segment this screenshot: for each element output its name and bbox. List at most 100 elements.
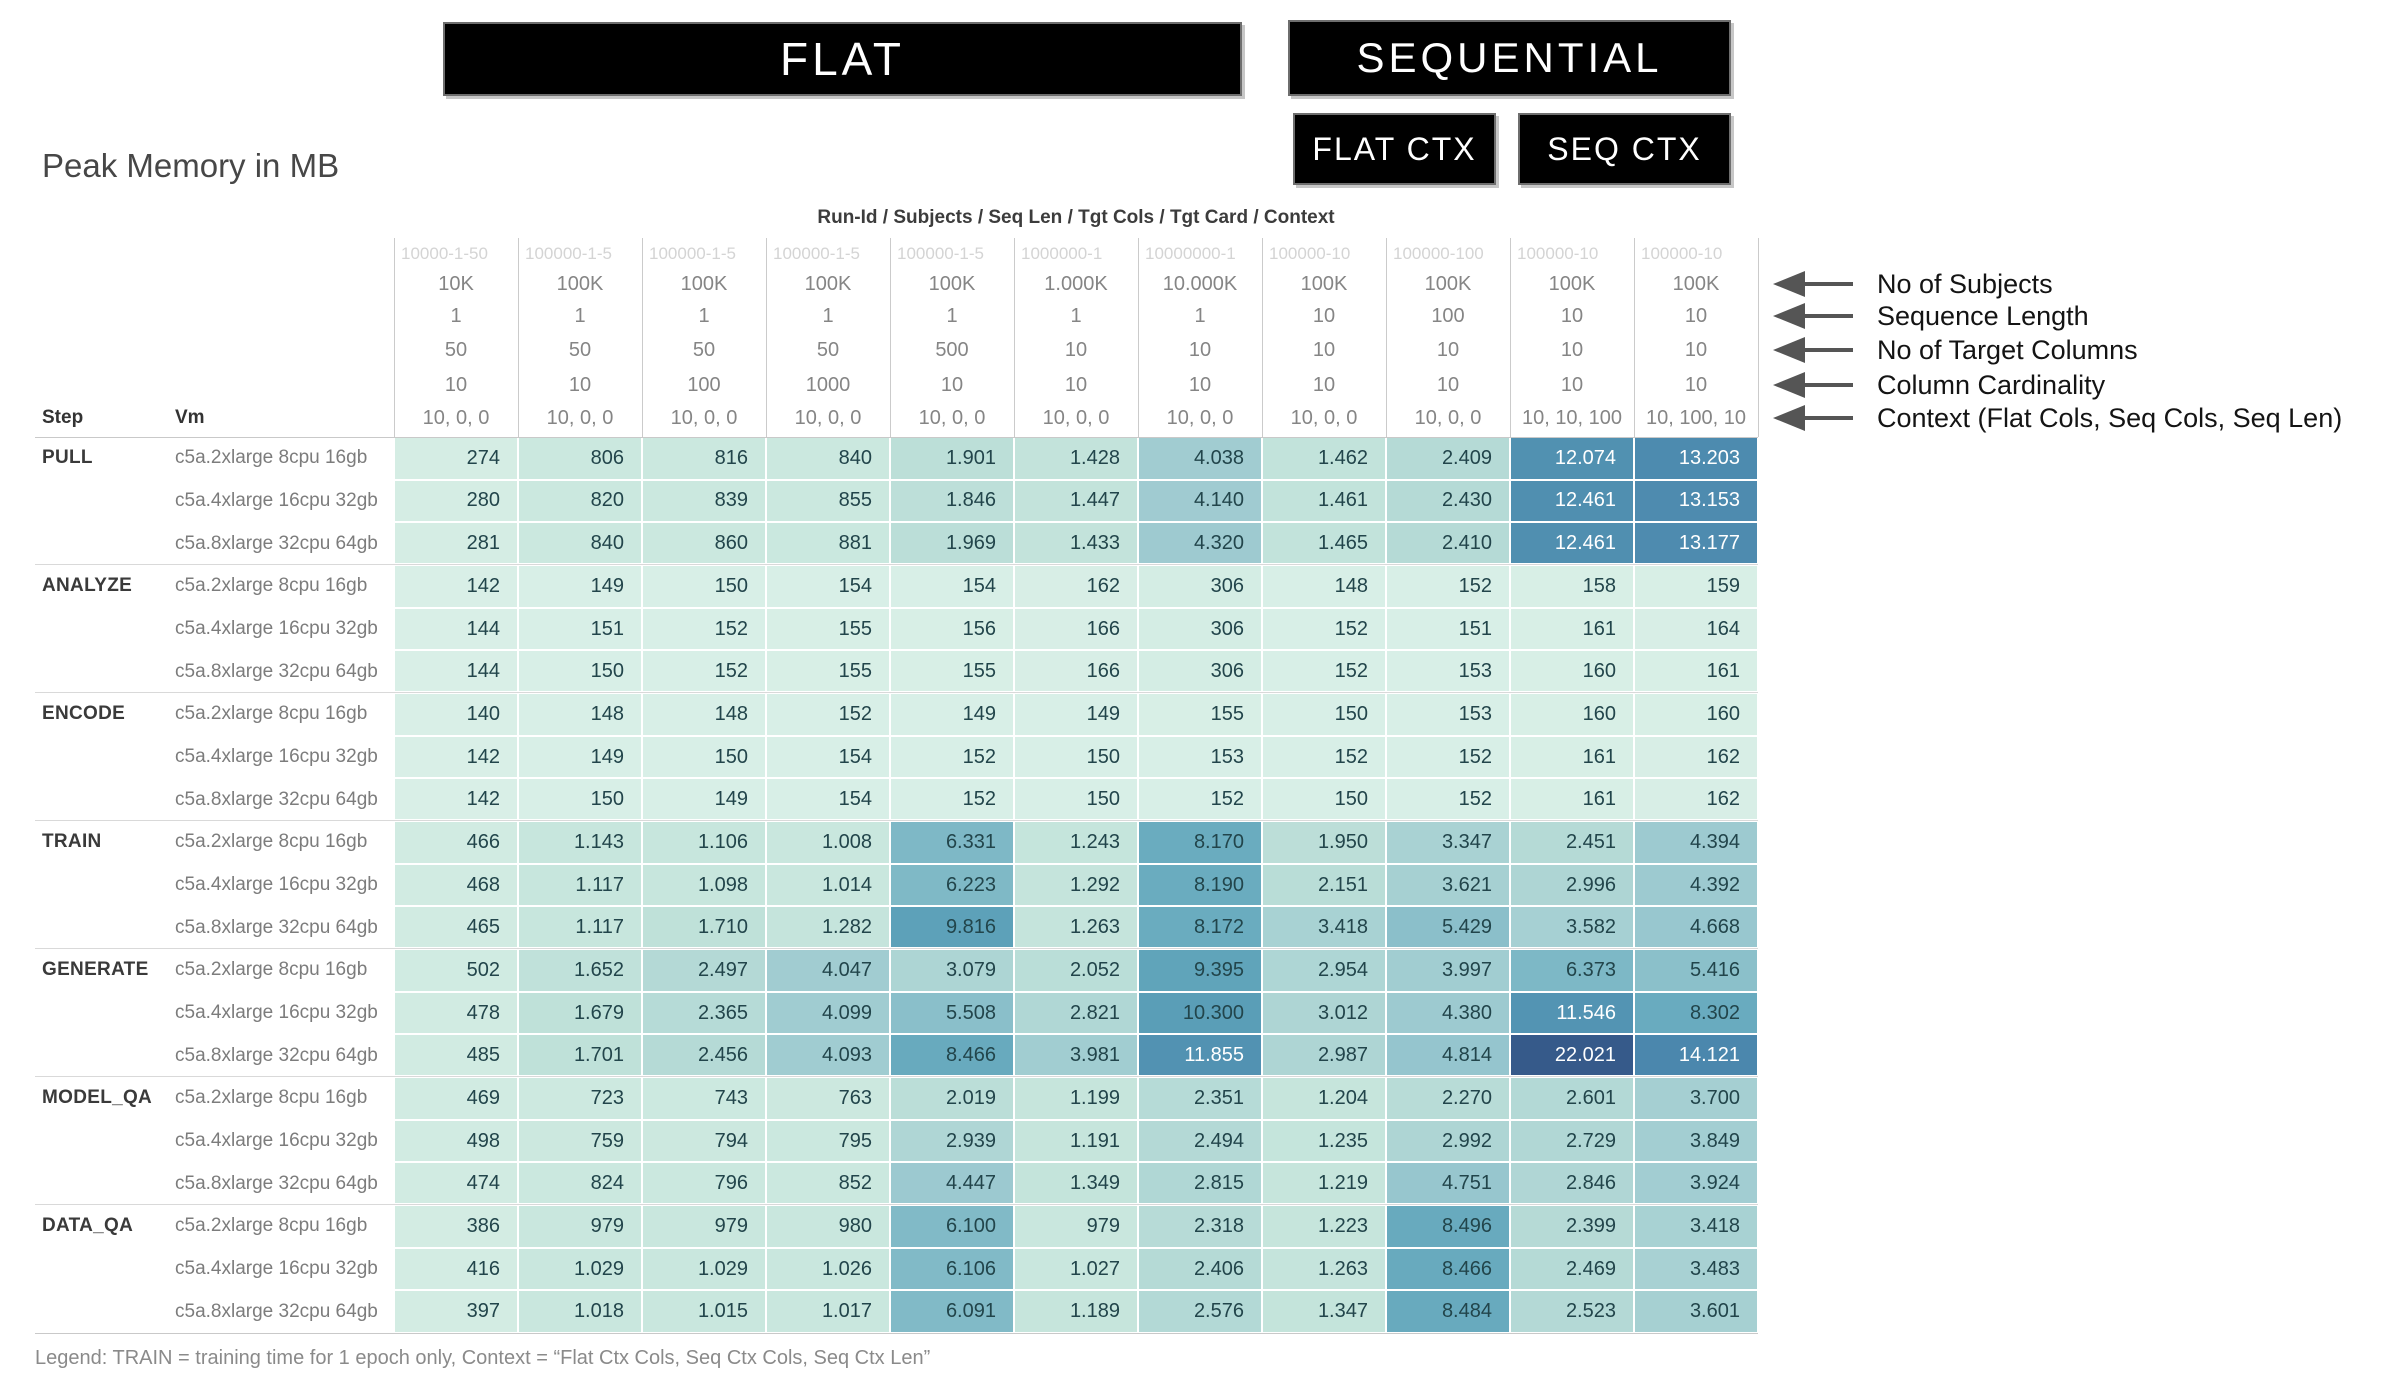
tgt_cols-value[interactable]: 10 (1436, 339, 1460, 361)
heatmap-cell[interactable]: 142 (395, 566, 517, 607)
heatmap-cell[interactable]: 13.153 (1635, 480, 1757, 522)
heatmap-cell[interactable]: 881 (767, 523, 889, 564)
heatmap-cell[interactable]: 152 (1263, 736, 1385, 778)
heatmap-cell[interactable]: 1.204 (1263, 1078, 1385, 1119)
vm-label[interactable]: c5a.4xlarge 16cpu 32gb (175, 1258, 378, 1280)
heatmap-cell[interactable]: 743 (643, 1078, 765, 1119)
seq_len-value[interactable]: 10 (1684, 305, 1708, 327)
step-label[interactable]: GENERATE (42, 959, 149, 981)
heatmap-cell[interactable]: 2.987 (1263, 1035, 1385, 1077)
heatmap-cell[interactable]: 1.143 (519, 822, 641, 863)
heatmap-cell[interactable]: 839 (643, 480, 765, 522)
heatmap-cell[interactable]: 1.292 (1015, 864, 1137, 906)
vm-label[interactable]: c5a.4xlarge 16cpu 32gb (175, 874, 378, 896)
heatmap-cell[interactable]: 153 (1139, 736, 1261, 778)
heatmap-cell[interactable]: 4.099 (767, 992, 889, 1034)
heatmap-cell[interactable]: 159 (1635, 566, 1757, 607)
heatmap-cell[interactable]: 152 (643, 651, 765, 692)
heatmap-cell[interactable]: 4.392 (1635, 864, 1757, 906)
vm-label[interactable]: c5a.2xlarge 8cpu 16gb (175, 959, 368, 981)
heatmap-cell[interactable]: 840 (767, 438, 889, 479)
heatmap-cell[interactable]: 1.029 (643, 1248, 765, 1290)
vm-label[interactable]: c5a.8xlarge 32cpu 64gb (175, 1172, 378, 1194)
heatmap-cell[interactable]: 1.018 (519, 1291, 641, 1333)
heatmap-cell[interactable]: 852 (767, 1163, 889, 1205)
heatmap-cell[interactable]: 759 (519, 1120, 641, 1162)
heatmap-cell[interactable]: 149 (519, 566, 641, 607)
context-value[interactable]: 10, 0, 0 (918, 407, 986, 429)
vm-label[interactable]: c5a.4xlarge 16cpu 32gb (175, 489, 378, 511)
heatmap-cell[interactable]: 152 (891, 779, 1013, 821)
subjects-value[interactable]: 100K (1300, 273, 1348, 295)
vm-label[interactable]: c5a.2xlarge 8cpu 16gb (175, 831, 368, 853)
heatmap-cell[interactable]: 2.996 (1511, 864, 1633, 906)
tgt_cols-value[interactable]: 50 (816, 339, 840, 361)
heatmap-cell[interactable]: 12.461 (1511, 523, 1633, 564)
heatmap-cell[interactable]: 3.997 (1387, 950, 1509, 991)
step-label[interactable]: TRAIN (42, 831, 102, 853)
heatmap-cell[interactable]: 8.466 (1387, 1248, 1509, 1290)
heatmap-cell[interactable]: 2.576 (1139, 1291, 1261, 1333)
heatmap-cell[interactable]: 280 (395, 480, 517, 522)
heatmap-cell[interactable]: 1.428 (1015, 438, 1137, 479)
heatmap-cell[interactable]: 152 (1387, 566, 1509, 607)
heatmap-cell[interactable]: 8.496 (1387, 1206, 1509, 1247)
heatmap-cell[interactable]: 162 (1635, 779, 1757, 821)
heatmap-cell[interactable]: 4.038 (1139, 438, 1261, 479)
heatmap-cell[interactable]: 156 (891, 608, 1013, 650)
context-value[interactable]: 10, 0, 0 (670, 407, 738, 429)
heatmap-cell[interactable]: 2.494 (1139, 1120, 1261, 1162)
heatmap-cell[interactable]: 5.416 (1635, 950, 1757, 991)
tgt_card-value[interactable]: 1000 (805, 374, 851, 396)
heatmap-cell[interactable]: 4.814 (1387, 1035, 1509, 1077)
heatmap-cell[interactable]: 155 (891, 651, 1013, 692)
heatmap-cell[interactable]: 723 (519, 1078, 641, 1119)
heatmap-cell[interactable]: 148 (643, 694, 765, 735)
subjects-value[interactable]: 10.000K (1162, 273, 1238, 295)
heatmap-cell[interactable]: 2.406 (1139, 1248, 1261, 1290)
heatmap-cell[interactable]: 149 (519, 736, 641, 778)
heatmap-cell[interactable]: 12.461 (1511, 480, 1633, 522)
context-value[interactable]: 10, 0, 0 (1042, 407, 1110, 429)
heatmap-cell[interactable]: 1.461 (1263, 480, 1385, 522)
run-id-value[interactable]: 10000-1-50 (401, 244, 488, 263)
vm-label[interactable]: c5a.2xlarge 8cpu 16gb (175, 703, 368, 725)
heatmap-cell[interactable]: 1.017 (767, 1291, 889, 1333)
context-value[interactable]: 10, 0, 0 (794, 407, 862, 429)
vm-label[interactable]: c5a.4xlarge 16cpu 32gb (175, 1130, 378, 1152)
heatmap-cell[interactable]: 478 (395, 992, 517, 1034)
tgt_card-value[interactable]: 10 (568, 374, 592, 396)
context-value[interactable]: 10, 0, 0 (1414, 407, 1482, 429)
heatmap-cell[interactable]: 1.710 (643, 907, 765, 949)
heatmap-cell[interactable]: 150 (1263, 694, 1385, 735)
heatmap-cell[interactable]: 150 (1263, 779, 1385, 821)
tgt_cols-value[interactable]: 10 (1312, 339, 1336, 361)
tgt_card-value[interactable]: 10 (444, 374, 468, 396)
tgt_card-value[interactable]: 10 (1436, 374, 1460, 396)
vm-label[interactable]: c5a.4xlarge 16cpu 32gb (175, 1002, 378, 1024)
heatmap-cell[interactable]: 150 (643, 736, 765, 778)
heatmap-cell[interactable]: 824 (519, 1163, 641, 1205)
heatmap-cell[interactable]: 152 (891, 736, 1013, 778)
heatmap-cell[interactable]: 8.190 (1139, 864, 1261, 906)
heatmap-cell[interactable]: 154 (891, 566, 1013, 607)
heatmap-cell[interactable]: 152 (767, 694, 889, 735)
heatmap-cell[interactable]: 150 (1015, 736, 1137, 778)
heatmap-cell[interactable]: 142 (395, 736, 517, 778)
heatmap-cell[interactable]: 1.106 (643, 822, 765, 863)
heatmap-cell[interactable]: 1.199 (1015, 1078, 1137, 1119)
context-value[interactable]: 10, 0, 0 (422, 407, 490, 429)
heatmap-cell[interactable]: 1.219 (1263, 1163, 1385, 1205)
heatmap-cell[interactable]: 3.700 (1635, 1078, 1757, 1119)
vm-label[interactable]: c5a.2xlarge 8cpu 16gb (175, 1215, 368, 1237)
heatmap-cell[interactable]: 3.621 (1387, 864, 1509, 906)
heatmap-cell[interactable]: 1.950 (1263, 822, 1385, 863)
tgt_card-value[interactable]: 10 (1312, 374, 1336, 396)
heatmap-cell[interactable]: 153 (1387, 651, 1509, 692)
heatmap-cell[interactable]: 4.668 (1635, 907, 1757, 949)
subjects-value[interactable]: 1.000K (1044, 273, 1108, 295)
heatmap-cell[interactable]: 152 (1387, 779, 1509, 821)
run-id-value[interactable]: 100000-1-5 (525, 244, 612, 263)
vm-label[interactable]: c5a.8xlarge 32cpu 64gb (175, 1044, 378, 1066)
heatmap-cell[interactable]: 155 (767, 608, 889, 650)
